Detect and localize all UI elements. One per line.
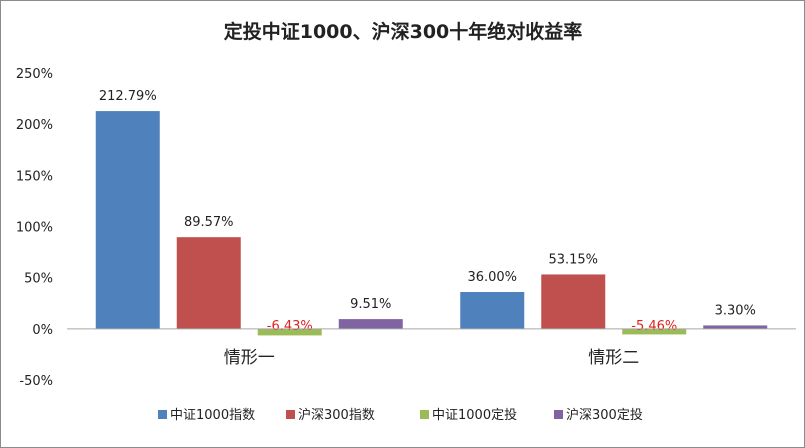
legend-label-series4: 沪深300定投 — [566, 407, 643, 423]
legend-label-series2: 沪深300指数 — [298, 407, 375, 423]
bar-series3-cat1 — [257, 328, 322, 336]
x-axis-categories: 情形一 情形二 — [224, 348, 640, 368]
data-label-series4-cat2: 3.30% — [715, 303, 756, 318]
y-tick-label: 50% — [24, 272, 53, 287]
legend-swatch-series1 — [158, 410, 167, 419]
data-label-series1-cat1: 212.79% — [99, 89, 157, 104]
y-tick-label: -50% — [19, 374, 53, 389]
bar-series1-cat2 — [460, 291, 525, 329]
legend: 中证1000指数 沪深300指数 中证1000定投 沪深300定投 — [158, 407, 643, 423]
data-label-series2-cat2: 53.15% — [548, 252, 598, 267]
legend-swatch-series4 — [554, 410, 563, 419]
bar-series4-cat1 — [338, 319, 403, 329]
bars — [95, 111, 768, 336]
y-axis: 250% 200% 150% 100% 50% 0% -50% — [16, 67, 53, 389]
legend-label-series3: 中证1000定投 — [432, 407, 517, 423]
y-tick-label: 150% — [16, 169, 53, 184]
y-tick-label: 200% — [16, 118, 53, 133]
y-tick-label: 100% — [16, 221, 53, 236]
bar-series4-cat2 — [703, 325, 768, 329]
data-label-series3-cat2: -5.46% — [631, 319, 677, 334]
data-label-series4-cat1: 9.51% — [350, 297, 391, 312]
x-category-label: 情形二 — [588, 348, 639, 368]
y-tick-label: 250% — [16, 67, 53, 82]
bar-series3-cat2 — [622, 328, 687, 335]
chart-title: 定投中证1000、沪深300十年绝对收益率 — [224, 20, 583, 43]
legend-swatch-series2 — [286, 410, 295, 419]
data-label-series3-cat1: -6.43% — [267, 319, 313, 334]
y-tick-label: 0% — [32, 323, 53, 338]
bar-series2-cat1 — [176, 237, 241, 329]
bar-series1-cat1 — [95, 111, 160, 329]
data-labels: 212.79% 89.57% -6.43% 9.51% 36.00% 53.15% -5.4… — [99, 89, 756, 334]
bar-series2-cat2 — [541, 274, 606, 329]
data-label-series2-cat1: 89.57% — [184, 215, 234, 230]
data-label-series1-cat2: 36.00% — [467, 270, 517, 285]
legend-label-series1: 中证1000指数 — [170, 408, 255, 423]
legend-swatch-series3 — [420, 410, 429, 419]
x-category-label: 情形一 — [224, 348, 275, 368]
